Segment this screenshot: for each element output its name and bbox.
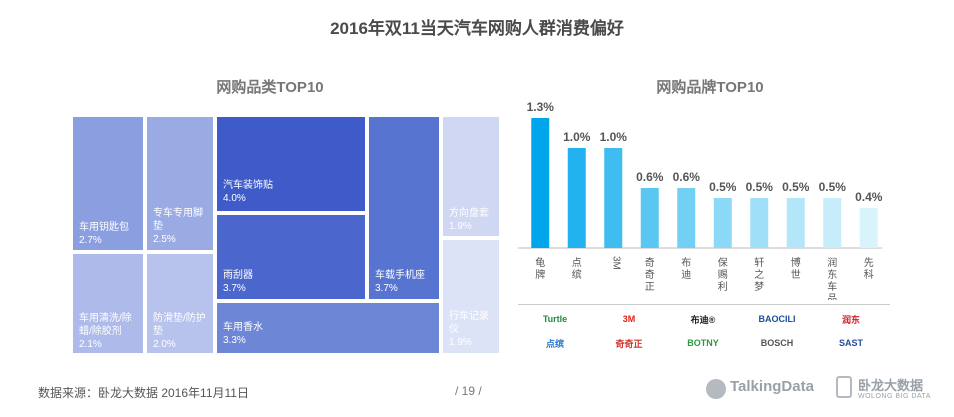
bar-value-label: 0.4% xyxy=(855,190,883,204)
page-title: 2016年双11当天汽车网购人群消费偏好 xyxy=(330,19,624,38)
treemap-cell: 行车记录仪 1.9% xyxy=(441,238,501,355)
category-tick-label: 博世 xyxy=(791,256,801,281)
talkingdata-brand: TalkingData xyxy=(730,378,814,395)
category-tick-label: 保赐利 xyxy=(718,256,728,293)
treemap-cell-label: 防滑垫/防护垫 xyxy=(153,313,206,337)
category-tick-label: 润东车品 xyxy=(827,256,837,300)
treemap-cell: 车用清洗/除蜡/除胶剂 2.1% xyxy=(71,252,145,355)
treemap-cell-label: 车用香水 xyxy=(223,322,263,333)
treemap-cell-label: 雨刮器 xyxy=(223,270,253,281)
bar-value-label: 1.0% xyxy=(600,130,628,144)
category-tick-label: 龟牌 xyxy=(535,257,545,281)
bar xyxy=(604,148,623,248)
treemap-cell-label: 车载手机座 xyxy=(375,270,425,281)
treemap-cell: 防滑垫/防护垫 2.0% xyxy=(145,252,215,355)
bar xyxy=(750,198,769,248)
bar-value-label: 0.5% xyxy=(782,180,810,194)
treemap-cell-value: 4.0% xyxy=(223,193,246,204)
talkingdata-logo-icon xyxy=(706,379,726,399)
treemap-cell-value: 3.7% xyxy=(375,283,398,294)
brand-logos-strip: Turtle 3M 布迪® BAOCILI 润东点缤 奇奇正 BOTNY BOSCH SAST xyxy=(518,304,890,356)
wolong-brand-sub: WOLONG BIG DATA xyxy=(858,393,931,400)
bar-value-label: 1.0% xyxy=(563,130,591,144)
brand-bar-chart: 1.3% 龟牌 1.0% 点缤 1.0% 3M 0.6% 奇奇正 0.6% 布迪 0.5% 保赐利 0.… xyxy=(518,100,883,300)
brand-logo: 点缤 xyxy=(545,338,564,349)
bar-chart-title: 网购品牌TOP10 xyxy=(656,79,764,96)
treemap-cell: 雨刮器 3.7% xyxy=(215,213,367,301)
brand-logo: Turtle xyxy=(542,314,568,324)
treemap-cell: 汽车装饰贴 4.0% xyxy=(215,115,367,213)
treemap-cell-label: 方向盘套 xyxy=(449,208,489,219)
brand-logo: 3M xyxy=(622,314,636,324)
treemap-cell: 车用钥匙包 2.7% xyxy=(71,115,145,252)
bar xyxy=(786,198,805,248)
brand-logo: 奇奇正 xyxy=(615,338,643,349)
treemap-chart: 车用钥匙包 2.7% 车用清洗/除蜡/除胶剂 2.1% 专车专用脚垫 2.5% 防滑垫/防护… xyxy=(71,115,501,355)
bar-value-label: 0.5% xyxy=(746,180,774,194)
treemap-cell-label: 车用钥匙包 xyxy=(79,222,129,233)
treemap-cell-label: 车用清洗/除蜡/除胶剂 xyxy=(79,313,132,337)
treemap-cell-value: 2.0% xyxy=(153,339,176,350)
treemap-cell-label: 汽车装饰贴 xyxy=(223,180,273,191)
brand-logo: BOTNY xyxy=(687,338,719,348)
bar xyxy=(640,188,659,248)
bar xyxy=(531,118,550,248)
data-source-note: 数据来源：卧龙大数据 2016年11月11日 xyxy=(38,386,249,400)
brand-logo: SAST xyxy=(838,338,863,348)
category-tick-label: 奇奇正 xyxy=(645,256,655,293)
bar xyxy=(823,198,842,248)
treemap-cell-value: 1.9% xyxy=(449,221,472,232)
treemap-cell: 方向盘套 1.9% xyxy=(441,115,501,238)
bar xyxy=(677,188,696,248)
treemap-cell: 车用香水 3.3% xyxy=(215,301,441,355)
page-number: / 19 / xyxy=(455,384,482,398)
treemap-cell-label: 专车专用脚垫 xyxy=(153,208,203,232)
treemap-cell-value: 1.9% xyxy=(449,337,472,348)
bar xyxy=(859,208,878,248)
category-tick-label: 3M xyxy=(610,256,621,270)
bar-value-label: 0.5% xyxy=(819,180,847,194)
treemap-cell-value: 2.1% xyxy=(79,339,102,350)
treemap-title: 网购品类TOP10 xyxy=(216,79,324,96)
bar-value-label: 1.3% xyxy=(527,100,555,114)
treemap-cell: 车载手机座 3.7% xyxy=(367,115,441,301)
treemap-cell-value: 2.5% xyxy=(153,234,176,245)
brand-logo: 润东 xyxy=(841,314,860,325)
logos-divider xyxy=(518,304,890,305)
brand-logo: 布迪® xyxy=(690,314,716,325)
category-tick-label: 点缤 xyxy=(572,257,582,281)
treemap-cell-value: 2.7% xyxy=(79,235,102,246)
category-tick-label: 轩之梦 xyxy=(754,256,764,293)
bar-value-label: 0.5% xyxy=(709,180,737,194)
brand-logo: BOSCH xyxy=(760,338,794,348)
wolong-brand: 卧龙大数据 xyxy=(858,378,924,393)
bar-value-label: 0.6% xyxy=(673,170,701,184)
bar xyxy=(567,148,586,248)
treemap-cell-value: 3.7% xyxy=(223,283,246,294)
category-tick-label: 先科 xyxy=(864,257,874,281)
treemap-cell-value: 3.3% xyxy=(223,335,246,346)
treemap-cell-label: 行车记录仪 xyxy=(449,311,489,335)
bar-value-label: 0.6% xyxy=(636,170,664,184)
wolong-logo-icon xyxy=(836,376,852,398)
category-tick-label: 布迪 xyxy=(681,257,691,281)
treemap-cell: 专车专用脚垫 2.5% xyxy=(145,115,215,252)
bar xyxy=(713,198,732,248)
brand-logo: BAOCILI xyxy=(758,314,796,324)
